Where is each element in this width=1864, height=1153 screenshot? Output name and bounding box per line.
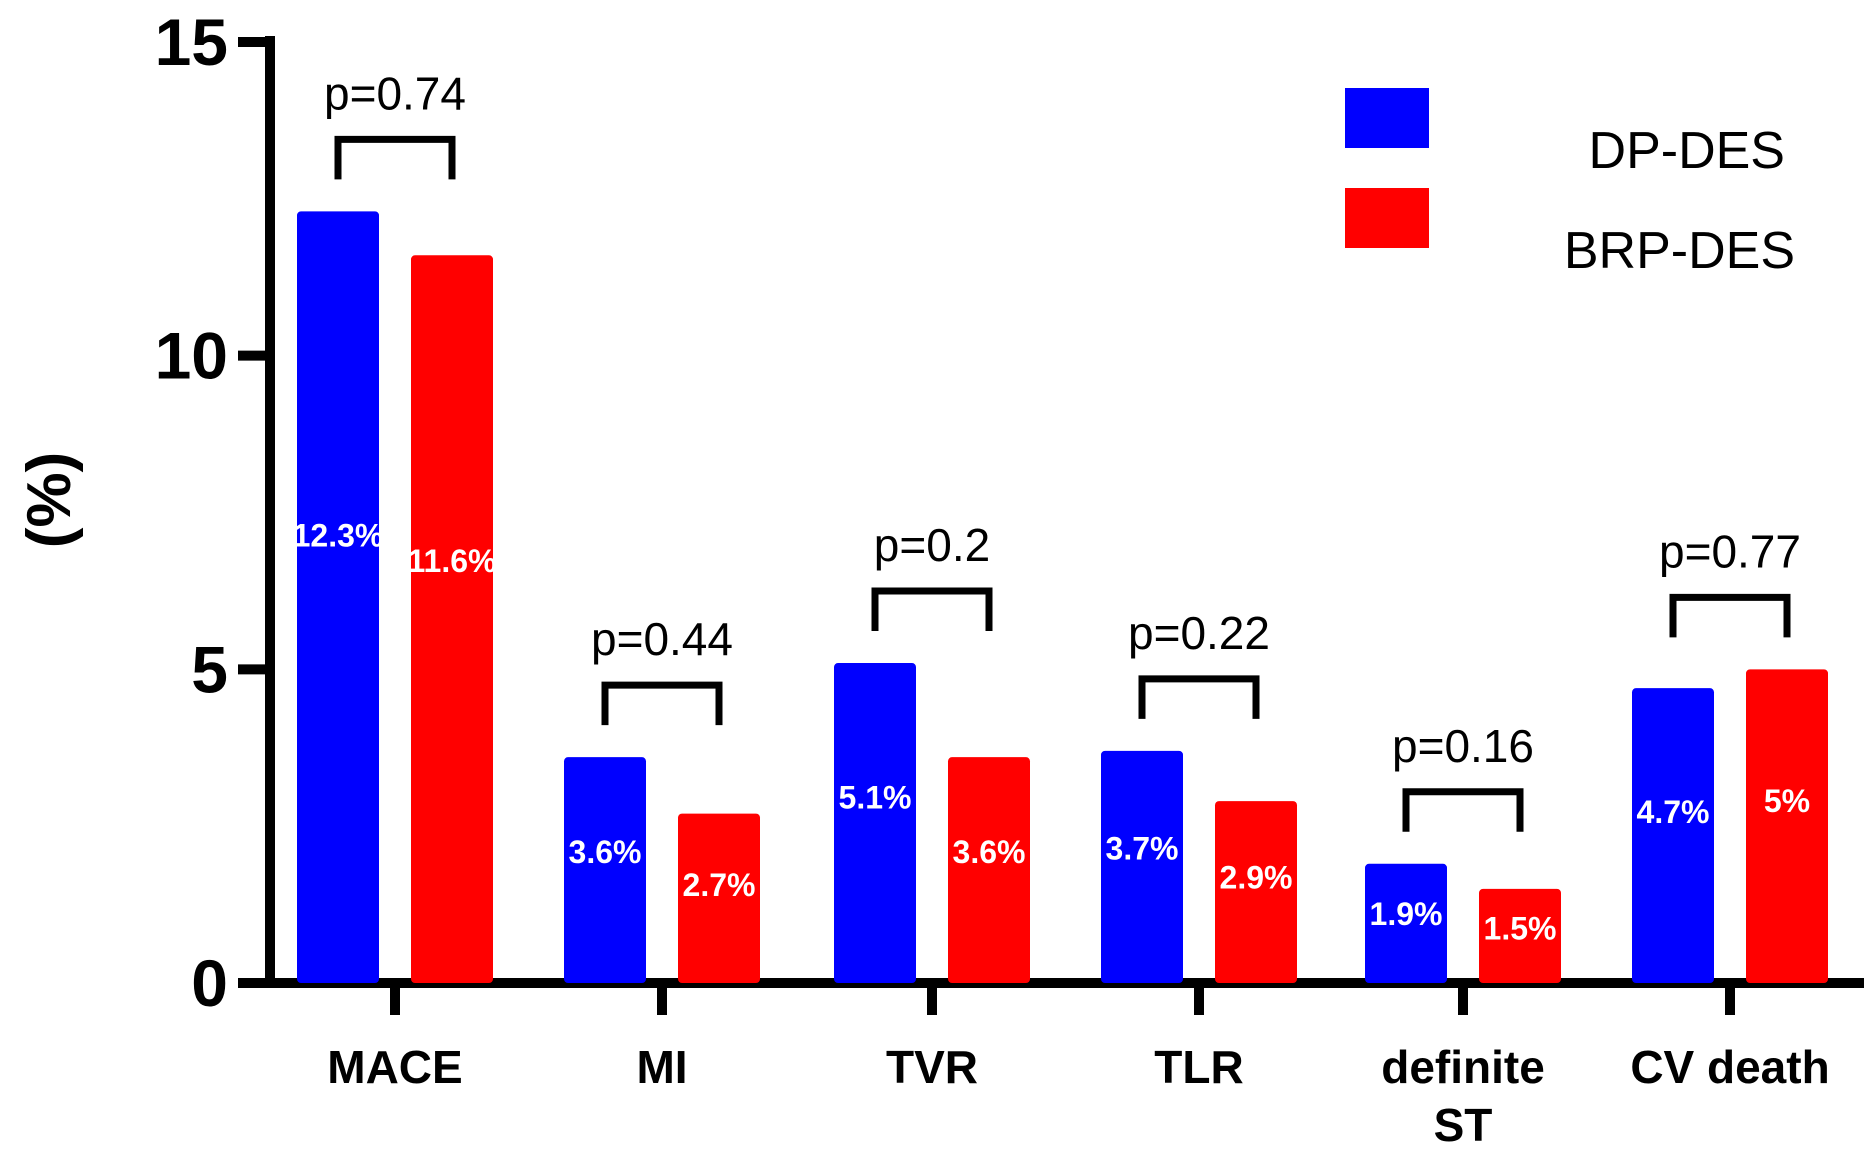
bar-value-label: 5%: [1764, 783, 1810, 819]
y-tick-label: 5: [191, 632, 228, 706]
x-tick-label: MACE: [327, 1041, 462, 1093]
bar-brp-des: [948, 757, 1030, 983]
x-tick-label: ST: [1434, 1099, 1493, 1151]
bar-dp-des: [1365, 863, 1447, 983]
x-tick-label: TLR: [1154, 1041, 1243, 1093]
bar-dp-des: [1632, 688, 1714, 983]
x-tick-label: definite: [1381, 1041, 1545, 1093]
bar-value-label: 1.9%: [1370, 896, 1443, 932]
bar-brp-des: [411, 255, 493, 983]
legend-label: BRP-DES: [1564, 222, 1795, 280]
bar-value-label: 3.7%: [1106, 830, 1179, 866]
bar-value-label: 2.9%: [1220, 859, 1293, 895]
legend-swatch: [1345, 188, 1429, 248]
bar-dp-des: [297, 211, 379, 983]
bar-value-label: 4.7%: [1637, 794, 1710, 830]
bar-dp-des: [834, 663, 916, 983]
p-value-brackets: p=0.74 p=0.44 p=0.2 p=0.22 p=0.16 p=0.77: [324, 67, 1801, 832]
p-value-label: p=0.22: [1128, 607, 1270, 659]
bar-brp-des: [1215, 801, 1297, 983]
x-tick-label: TVR: [886, 1041, 978, 1093]
bar-value-label: 5.1%: [839, 779, 912, 815]
bar-brp-des: [678, 813, 760, 983]
bar-brp-des: [1479, 888, 1561, 983]
legend-swatch: [1345, 88, 1429, 148]
bars: 12.3% 11.6% 3.6% 2.7% 5.1% 3.6% 3.7% 2.9% 1.9% 1.…: [293, 211, 1828, 983]
y-tick-label: 15: [155, 5, 228, 79]
p-value-label: p=0.2: [874, 519, 990, 571]
p-value-label: p=0.74: [324, 67, 466, 119]
bar-value-label: 3.6%: [953, 834, 1026, 870]
p-value-label: p=0.44: [591, 613, 733, 665]
significance-bracket: [1138, 675, 1260, 719]
p-value-label: p=0.16: [1392, 720, 1534, 772]
y-ticks: 0 5 10 15: [155, 5, 270, 1020]
x-tick-label: CV death: [1630, 1041, 1829, 1093]
bar-value-label: 11.6%: [408, 543, 497, 579]
bar-value-label: 3.6%: [569, 834, 642, 870]
y-tick-label: 0: [191, 946, 228, 1020]
bar-dp-des: [564, 757, 646, 983]
x-tick-labels: MACE MI TVR TLR definite ST CV death: [327, 983, 1830, 1151]
p-value-label: p=0.77: [1659, 525, 1801, 577]
significance-bracket: [871, 587, 993, 632]
bar-dp-des: [1101, 750, 1183, 983]
significance-bracket: [334, 135, 456, 180]
axes: [265, 36, 1864, 988]
bar-value-label: 2.7%: [683, 867, 756, 903]
y-tick-label: 10: [155, 319, 228, 393]
significance-bracket: [1402, 788, 1524, 832]
bar-value-label: 12.3%: [293, 517, 384, 553]
bar-brp-des: [1746, 669, 1828, 983]
legend-label: DP-DES: [1589, 122, 1785, 180]
significance-bracket: [601, 681, 723, 726]
y-axis-label: (%): [15, 452, 84, 548]
x-tick-label: MI: [636, 1041, 687, 1093]
legend: DP-DES BRP-DES: [1345, 88, 1795, 280]
significance-bracket: [1669, 593, 1791, 638]
bar-value-label: 1.5%: [1484, 910, 1557, 946]
